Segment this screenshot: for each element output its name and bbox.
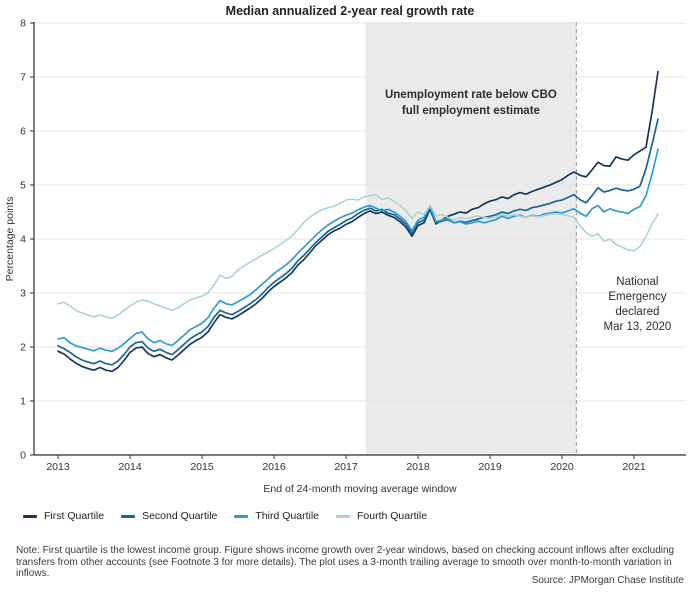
legend-item-first-quartile: First Quartile (23, 510, 104, 522)
y-tick-label: 2 (20, 342, 26, 354)
legend-swatch (336, 514, 350, 518)
y-tick-label: 3 (20, 288, 26, 300)
series-line-second-quartile (57, 118, 659, 366)
y-tick-label: 4 (20, 234, 26, 246)
legend-label: Second Quartile (142, 510, 218, 522)
x-tick-label: 2017 (334, 461, 358, 473)
legend-swatch (23, 514, 37, 518)
x-tick-label: 2013 (46, 461, 70, 473)
national-emergency-label: Mar 13, 2020 (604, 321, 672, 333)
chart-title: Median annualized 2-year real growth rat… (225, 4, 475, 18)
note-text: Note: First quartile is the lowest incom… (16, 545, 675, 579)
shaded-region-label: full employment estimate (402, 105, 540, 117)
x-axis-title: End of 24-month moving average window (263, 483, 457, 495)
national-emergency-label: declared (615, 306, 659, 318)
shaded-region-label: Unemployment rate below CBO (385, 89, 557, 101)
y-tick-label: 0 (20, 450, 26, 462)
y-tick-label: 1 (20, 396, 26, 408)
x-tick-label: 2021 (622, 461, 646, 473)
x-tick-label: 2020 (550, 461, 574, 473)
y-tick-label: 7 (20, 72, 26, 84)
y-axis-title: Percentage points (4, 197, 16, 282)
legend-swatch (234, 514, 249, 518)
national-emergency-label: Emergency (608, 291, 666, 303)
x-tick-label: 2019 (478, 461, 502, 473)
plot-area: 0 1 2 3 4 5 6 7 8 2013 2014 2015 2016 2017 2018 2019 202… (4, 18, 686, 495)
y-tick-label: 8 (20, 18, 26, 30)
legend-item-fourth-quartile: Fourth Quartile (336, 510, 427, 522)
series-line-fourth-quartile (57, 193, 659, 320)
legend-item-third-quartile: Third Quartile (234, 510, 319, 522)
legend-item-second-quartile: Second Quartile (121, 510, 217, 522)
legend-label: Fourth Quartile (357, 510, 428, 522)
series-line-first-quartile (57, 70, 659, 373)
series-line-third-quartile (57, 148, 659, 353)
y-tick-label: 5 (20, 180, 26, 192)
x-tick-label: 2014 (118, 461, 142, 473)
y-tick-label: 6 (20, 126, 26, 138)
national-emergency-label: National (616, 276, 658, 288)
legend-label: First Quartile (44, 510, 105, 522)
source-text: Source: JPMorgan Chase Institute (531, 575, 684, 586)
x-tick-label: 2018 (406, 461, 430, 473)
legend-swatch (121, 514, 136, 518)
legend: First Quartile Second Quartile Third Quart… (23, 510, 427, 522)
x-tick-label: 2015 (190, 461, 214, 473)
x-tick-label: 2016 (262, 461, 286, 473)
legend-label: Third Quartile (255, 510, 319, 522)
